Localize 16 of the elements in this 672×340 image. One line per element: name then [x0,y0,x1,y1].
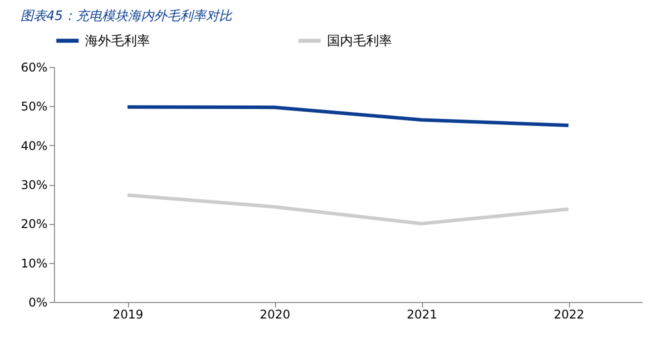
y-tick-label: 10% [20,256,48,270]
y-tick-label: 30% [20,178,48,192]
x-tick-label: 2019 [112,308,144,322]
y-tick-label: 50% [20,100,48,114]
line-series [126,105,570,128]
y-tick-label: 20% [20,217,48,232]
legend-label: 国内毛利率 [327,32,392,49]
line-series [126,193,570,226]
y-tick-label: 0% [28,296,48,310]
chart-title: 图表45：充电模块海内外毛利率对比 [20,8,233,24]
x-tick-label: 2020 [260,308,290,322]
x-tick-label: 2022 [554,308,584,322]
y-tick-label: 60% [20,60,48,74]
y-tick-label: 40% [20,138,48,153]
x-tick-label: 2021 [406,308,438,322]
legend-label: 海外毛利率 [85,32,150,49]
